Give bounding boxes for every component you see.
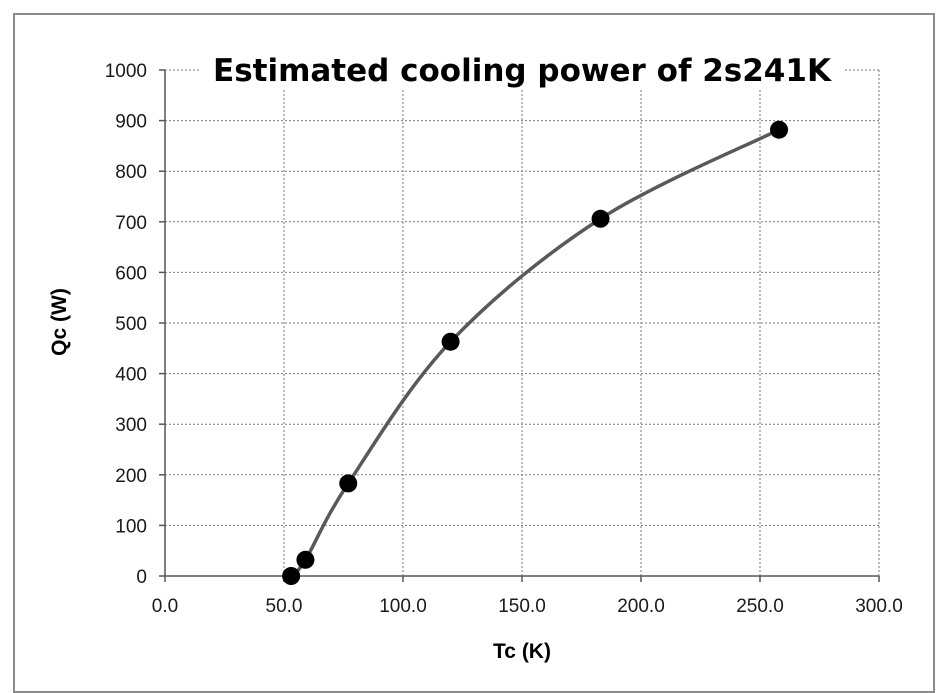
x-tick-label: 300.0 [855, 596, 903, 617]
data-point [441, 332, 460, 351]
chart-title: Estimated cooling power of 2s241K [213, 53, 832, 89]
y-tick-label: 300 [115, 415, 147, 436]
y-tick-labels: 0 100 200 300 400 500 600 700 800 900 1000 [105, 61, 147, 588]
x-tick-label: 50.0 [266, 596, 303, 617]
data-point [770, 120, 789, 139]
data-point [282, 567, 301, 585]
y-tick-label: 900 [115, 112, 147, 133]
data-points [282, 120, 789, 585]
y-tick-label: 500 [115, 314, 147, 335]
data-point [296, 550, 315, 569]
trend-curve [289, 127, 781, 578]
data-point [339, 474, 358, 493]
y-axis-title: Qc (W) [48, 288, 71, 356]
y-tick-label: 600 [115, 263, 147, 284]
y-tick-label: 400 [115, 365, 147, 386]
y-tick-label: 1000 [105, 61, 147, 82]
y-tick-label: 0 [136, 567, 147, 588]
x-tick-labels: 0.0 50.0 100.0 150.0 200.0 250.0 300.0 [152, 596, 903, 617]
chart-title-background [201, 53, 844, 89]
x-tick-label: 250.0 [736, 596, 784, 617]
axes [159, 69, 880, 582]
data-point [591, 209, 610, 228]
x-tick-label: 100.0 [379, 596, 427, 617]
grid [165, 69, 880, 576]
x-tick-label: 150.0 [498, 596, 546, 617]
x-tick-label: 0.0 [152, 596, 178, 617]
x-tick-label: 200.0 [617, 596, 665, 617]
x-axis-title: Tc (K) [493, 640, 551, 663]
y-tick-label: 700 [115, 213, 147, 234]
y-tick-label: 100 [115, 516, 147, 537]
y-tick-label: 200 [115, 466, 147, 487]
y-tick-label: 800 [115, 162, 147, 183]
